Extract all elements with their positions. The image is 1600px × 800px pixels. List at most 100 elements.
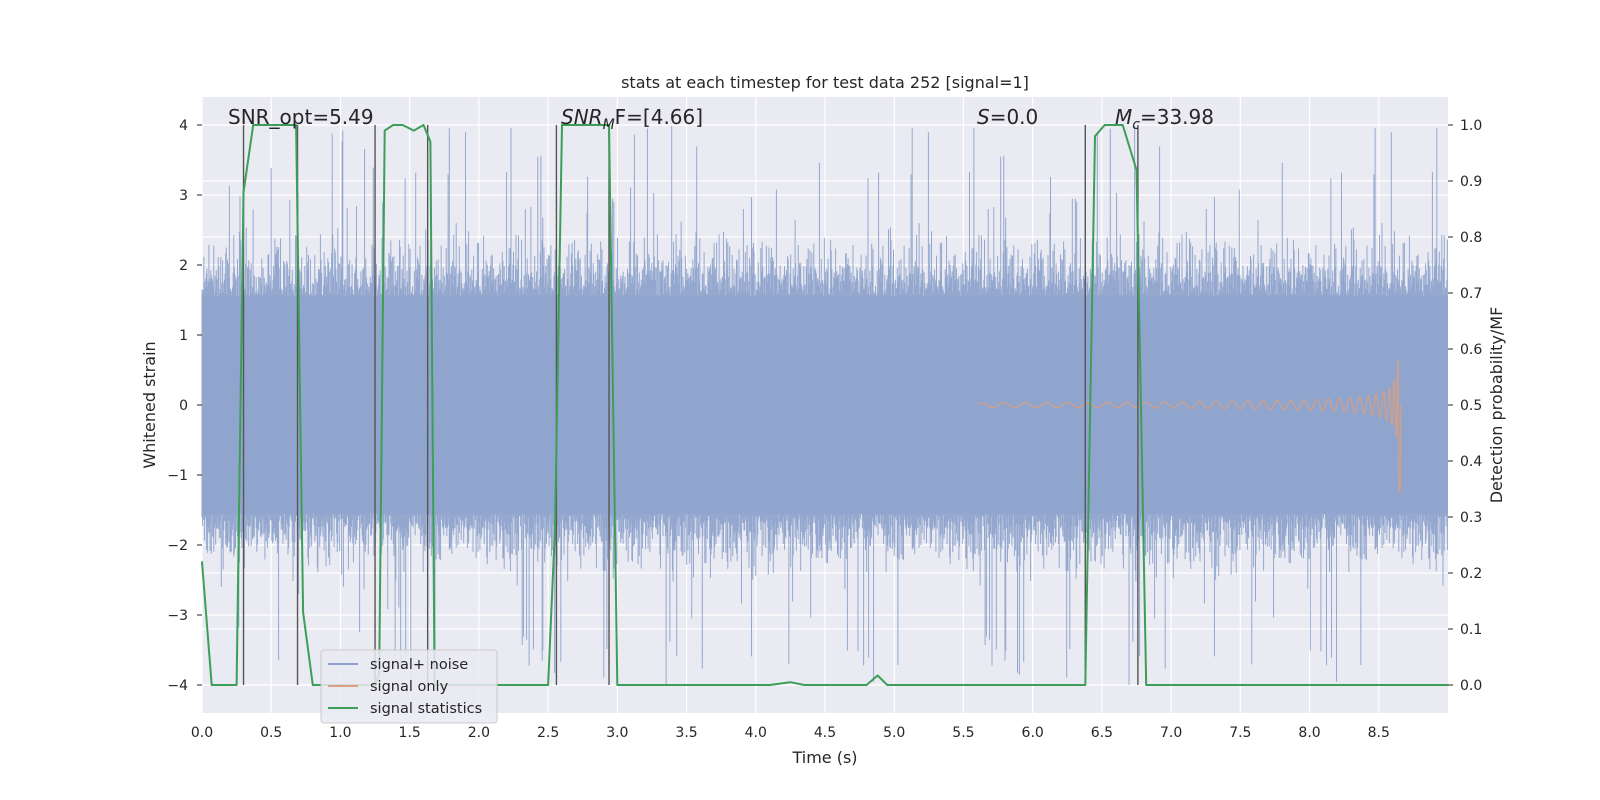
chart-title: stats at each timestep for test data 252… xyxy=(621,73,1029,92)
statistics-point xyxy=(413,129,415,132)
series-signal-only xyxy=(976,359,1402,493)
statistics-line xyxy=(201,124,1448,686)
x-tick-label: 3.5 xyxy=(675,725,697,741)
y-tick-label-right: 0.5 xyxy=(1460,398,1482,414)
x-axis-label: Time (s) xyxy=(791,748,857,767)
statistics-point xyxy=(201,561,203,563)
y-tick-label-left: 0 xyxy=(179,398,188,414)
series-signal-noise xyxy=(201,126,1448,685)
tick-labels: 0.0 0.5 1.0 1.5 2.0 2.5 3.0 3.5 4.0 4.5 5.0 5.5 6.0 6… xyxy=(167,118,1482,741)
y-tick-label-left: 4 xyxy=(179,118,188,134)
statistics-point xyxy=(575,124,577,126)
statistics-point xyxy=(1121,124,1124,126)
y-tick-label-left: −4 xyxy=(167,678,188,694)
y-tick-label-right: 0.9 xyxy=(1460,174,1482,190)
statistics-point xyxy=(1145,684,1147,686)
statistics-point xyxy=(547,684,549,686)
x-tick-label: 8.0 xyxy=(1298,725,1320,741)
annotation-s: S=0.0 xyxy=(977,105,1038,129)
statistics-point xyxy=(865,684,868,686)
statistics-point xyxy=(252,124,254,126)
x-tick-label: 2.5 xyxy=(537,725,559,741)
statistics-point xyxy=(554,527,556,529)
statistics-point xyxy=(768,684,771,686)
statistics-point xyxy=(284,124,286,126)
statistics-point xyxy=(1103,124,1106,126)
statistics-point xyxy=(608,124,610,126)
y-tick-label-right: 0.3 xyxy=(1460,510,1482,526)
statistics-point xyxy=(886,684,889,686)
signal-chirp xyxy=(976,359,1402,493)
statistics-point xyxy=(976,684,979,686)
statistics-point xyxy=(242,191,245,193)
statistics-point xyxy=(401,124,404,126)
x-tick-label: 8.5 xyxy=(1368,725,1390,741)
statistics-point xyxy=(699,684,702,686)
y-tick-label-right: 1.0 xyxy=(1460,118,1482,134)
y-tick-label-right: 0.8 xyxy=(1460,230,1482,246)
statistics-point xyxy=(1391,684,1394,686)
statistics-point xyxy=(595,124,598,126)
x-tick-label: 0.5 xyxy=(260,725,282,741)
statistics-point xyxy=(1211,684,1214,686)
x-tick-label: 5.5 xyxy=(952,725,974,741)
x-tick-label: 3.0 xyxy=(606,725,628,741)
y-axis-label-left: Whitened strain xyxy=(140,341,159,468)
y-tick-label-right: 0.4 xyxy=(1460,454,1482,470)
statistics-point xyxy=(1156,684,1159,686)
statistics-point xyxy=(838,684,840,686)
x-tick-label: 2.0 xyxy=(468,725,490,741)
statistics-point xyxy=(312,684,314,686)
statistics-point xyxy=(1094,135,1096,137)
statistics-point xyxy=(422,124,425,126)
statistics-point xyxy=(302,611,304,613)
annotation-snr-opt: SNR_opt=5.49 xyxy=(228,105,374,129)
y-tick-label-left: 2 xyxy=(179,258,188,274)
statistics-point xyxy=(658,684,660,686)
statistics-point xyxy=(616,684,619,686)
statistics-point xyxy=(1031,684,1034,686)
y-tick-label-right: 0.7 xyxy=(1460,286,1482,302)
statistics-point xyxy=(295,124,297,126)
x-tick-label: 1.0 xyxy=(329,725,351,741)
y-tick-label-left: 1 xyxy=(179,328,188,344)
x-tick-label: 0.0 xyxy=(191,725,213,741)
statistics-point xyxy=(519,684,522,686)
x-tick-label: 4.0 xyxy=(745,725,767,741)
y-tick-label-right: 0.6 xyxy=(1460,342,1482,358)
x-tick-label: 6.0 xyxy=(1022,725,1044,741)
y-tick-label-left: −3 xyxy=(167,608,188,624)
x-tick-label: 6.5 xyxy=(1091,725,1113,741)
statistics-point xyxy=(270,124,273,126)
statistics-point xyxy=(789,681,792,683)
statistics-point xyxy=(630,684,632,686)
x-tick-label: 1.5 xyxy=(399,725,421,741)
y-axis-label-right: Detection probability/MF xyxy=(1487,307,1506,504)
legend-label-stats: signal statistics xyxy=(370,701,482,717)
statistics-point xyxy=(741,684,743,686)
statistics-point xyxy=(383,129,386,132)
statistics-point xyxy=(392,124,394,126)
statistics-point xyxy=(1084,684,1087,686)
statistics-point xyxy=(561,124,563,126)
statistics-point xyxy=(1308,684,1311,686)
legend: signal+ noise signal only signal statist… xyxy=(320,649,498,724)
statistics-point xyxy=(921,684,923,686)
statistics-point xyxy=(803,684,805,686)
y-tick-label-left: 3 xyxy=(179,188,188,204)
annotation-mc: Mc=33.98 xyxy=(1115,105,1214,133)
x-tick-label: 7.0 xyxy=(1160,725,1182,741)
x-tick-label: 4.5 xyxy=(814,725,836,741)
y-tick-label-right: 0.0 xyxy=(1460,678,1482,694)
legend-box xyxy=(320,649,498,724)
x-tick-label: 5.0 xyxy=(883,725,905,741)
statistics-point xyxy=(876,674,879,677)
annotation-snr-mf: SNRMF=[4.66] xyxy=(561,105,703,133)
legend-label-signal: signal only xyxy=(370,679,449,695)
x-tick-label: 7.5 xyxy=(1229,725,1251,741)
legend-label-noise: signal+ noise xyxy=(370,657,468,673)
y-tick-label-left: −1 xyxy=(167,468,188,484)
statistics-point xyxy=(1135,169,1138,171)
statistics-point xyxy=(210,684,213,686)
